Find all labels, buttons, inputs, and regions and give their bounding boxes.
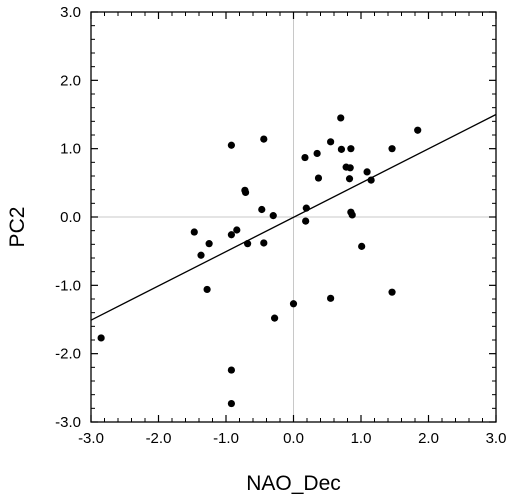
regression-line-group <box>90 113 497 321</box>
data-point <box>346 164 354 172</box>
y-tick-label: 0.0 <box>60 209 81 226</box>
data-point <box>337 114 345 122</box>
y-tick-label: -2.0 <box>55 346 81 363</box>
data-point <box>241 188 250 196</box>
y-tick-label: 3.0 <box>60 4 81 21</box>
data-point <box>260 135 268 143</box>
data-point <box>258 205 266 214</box>
data-point <box>227 141 235 149</box>
x-tick-label: -2.0 <box>146 430 172 447</box>
x-tick-label: 3.0 <box>486 430 507 447</box>
data-point <box>358 242 366 250</box>
y-tick-label: -1.0 <box>55 277 81 294</box>
x-axis-label: NAO_Dec <box>246 472 341 495</box>
data-point <box>233 226 241 234</box>
data-point <box>227 231 235 239</box>
data-point <box>388 288 396 296</box>
data-point <box>301 153 309 162</box>
y-tick-label: 2.0 <box>60 72 81 89</box>
data-point <box>314 174 323 182</box>
y-tick-label: 1.0 <box>60 141 81 158</box>
data-points <box>97 114 422 408</box>
data-point <box>327 294 335 302</box>
data-point <box>313 149 321 158</box>
data-point <box>337 145 346 153</box>
x-tick-label: -3.0 <box>78 430 104 447</box>
data-point <box>205 240 213 248</box>
data-point <box>260 239 268 247</box>
regression-line <box>90 113 497 321</box>
data-point <box>347 145 355 153</box>
axes: -3.0 -2.0 -1.0 0.0 1.0 2.0 3.0 -3.0 -2.0 -1.0 0.0 1… <box>55 4 506 447</box>
data-point <box>227 399 235 408</box>
x-tick-label: 2.0 <box>418 430 439 447</box>
data-point <box>348 211 356 219</box>
data-point <box>302 217 310 225</box>
data-point <box>269 212 277 220</box>
x-tick-label: 1.0 <box>351 430 372 447</box>
data-point <box>97 334 105 342</box>
data-point <box>289 300 298 308</box>
data-point <box>363 168 371 176</box>
data-point <box>327 138 335 146</box>
data-point <box>345 175 354 183</box>
data-point <box>271 314 279 322</box>
y-tick-label: -3.0 <box>55 414 81 431</box>
data-point <box>227 366 235 374</box>
data-point <box>203 285 211 294</box>
data-point <box>190 228 198 236</box>
data-point <box>197 251 205 259</box>
x-tick-label: 0.0 <box>283 430 304 447</box>
y-axis-label: PC2 <box>6 207 29 248</box>
data-point <box>388 145 396 153</box>
x-tick-label: -1.0 <box>213 430 239 447</box>
data-point <box>414 126 422 134</box>
